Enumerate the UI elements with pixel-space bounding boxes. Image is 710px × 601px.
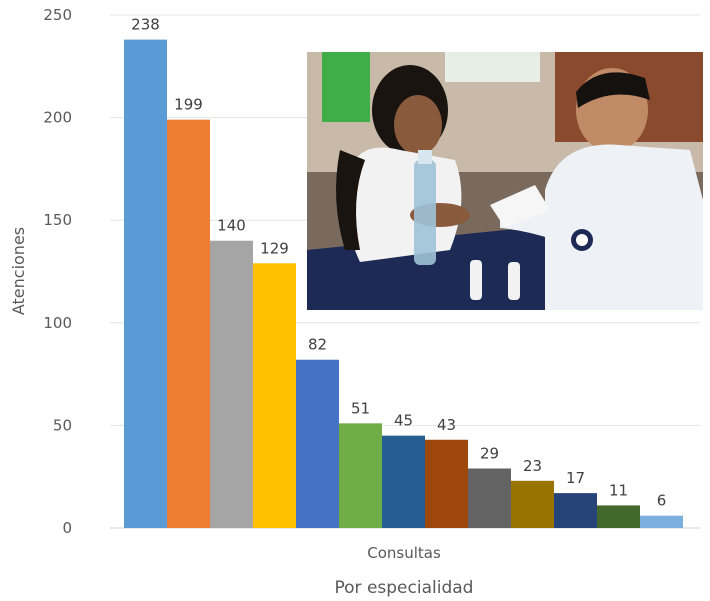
- x-tick-label: Consultas: [367, 544, 441, 562]
- y-tick-label: 50: [53, 416, 72, 434]
- data-label: 29: [480, 444, 499, 462]
- data-labels: 238 199 140 129 82 51 45 43 29 23 17 11 6: [131, 16, 666, 510]
- data-label: 140: [217, 217, 246, 235]
- y-tick-label: 250: [43, 6, 72, 24]
- bar: [597, 505, 640, 528]
- photo-doctor-consultation: [307, 52, 703, 310]
- bars: [124, 39, 683, 529]
- bar: [124, 39, 167, 529]
- y-tick-label: 200: [43, 109, 72, 127]
- data-label: 129: [260, 239, 289, 257]
- y-tick-label: 150: [43, 211, 72, 229]
- bar: [382, 435, 425, 528]
- x-axis-title: Por especialidad: [335, 578, 474, 598]
- y-tick-label: 0: [62, 519, 72, 537]
- data-label: 17: [566, 469, 585, 487]
- y-axis-title: Atenciones: [9, 227, 28, 315]
- bar: [210, 240, 253, 528]
- bar: [425, 439, 468, 528]
- bar: [167, 119, 210, 528]
- bar: [253, 263, 296, 528]
- data-label: 82: [308, 336, 327, 354]
- data-label: 23: [523, 457, 542, 475]
- data-label: 6: [657, 492, 667, 510]
- y-axis-ticks: 0 50 100 150 200 250: [43, 6, 72, 537]
- y-tick-label: 100: [43, 314, 72, 332]
- bar: [554, 493, 597, 528]
- bar: [640, 515, 683, 528]
- data-label: 51: [351, 399, 370, 417]
- bar: [468, 468, 511, 528]
- data-label: 43: [437, 416, 456, 434]
- bar: [511, 480, 554, 528]
- bar: [339, 423, 382, 528]
- data-label: 11: [609, 481, 628, 499]
- data-label: 45: [394, 412, 413, 430]
- data-label: 199: [174, 96, 203, 114]
- bar: [296, 359, 339, 528]
- data-label: 238: [131, 16, 160, 34]
